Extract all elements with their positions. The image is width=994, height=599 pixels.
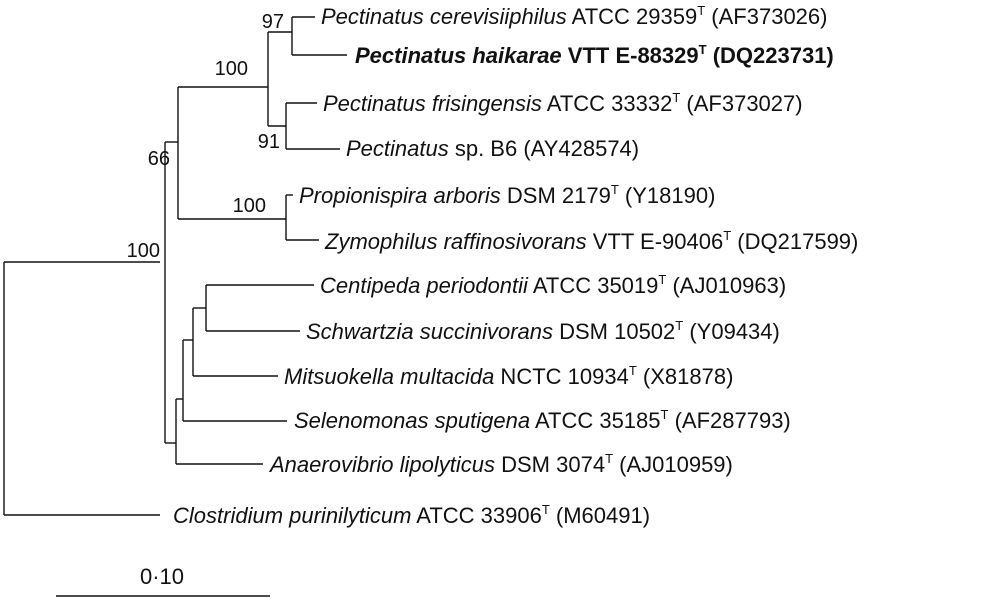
taxon-strain: ATCC 35185 — [530, 408, 660, 433]
taxon-accession: (AF373027) — [680, 91, 802, 116]
bootstrap-b91: 91 — [258, 131, 280, 153]
bootstrap-b100a: 100 — [215, 58, 248, 80]
bootstrap-b97: 97 — [262, 11, 284, 33]
taxon-name: Clostridium purinilyticum — [173, 503, 411, 528]
taxon-label-t2: Pectinatus haikarae VTT E-88329T (DQ2237… — [355, 42, 834, 68]
taxon-accession: (AF287793) — [668, 408, 790, 433]
taxon-strain: ATCC 35019 — [528, 273, 658, 298]
taxon-label-t5: Propionispira arboris DSM 2179T (Y18190) — [299, 182, 715, 208]
taxon-accession: (AJ010963) — [666, 273, 786, 298]
bootstrap-b100c: 100 — [127, 240, 160, 262]
taxon-strain: DSM 2179 — [501, 183, 611, 208]
taxon-strain: DSM 3074 — [495, 452, 605, 477]
taxon-name: Anaerovibrio lipolyticus — [268, 452, 495, 477]
taxon-accession: (Y09434) — [683, 319, 780, 344]
taxon-accession: (Y18190) — [619, 183, 716, 208]
taxon-label-t8: Schwartzia succinivorans DSM 10502T (Y09… — [306, 318, 780, 344]
taxon-label-t7: Centipeda periodontii ATCC 35019T (AJ010… — [320, 272, 786, 298]
taxon-accession: (AF373026) — [705, 4, 827, 29]
bootstrap-b100b: 100 — [233, 195, 266, 217]
taxon-name: Selenomonas sputigena — [294, 408, 530, 433]
taxon-label-t3: Pectinatus frisingensis ATCC 33332T (AF3… — [323, 90, 803, 116]
type-strain-mark: T — [629, 363, 637, 378]
type-strain-mark: T — [661, 407, 669, 422]
taxon-label-t9: Mitsuokella multacida NCTC 10934T (X8187… — [284, 363, 733, 389]
taxon-strain: NCTC 10934 — [494, 364, 629, 389]
taxon-accession: (AJ010959) — [613, 452, 733, 477]
taxon-name: Centipeda periodontii — [320, 273, 529, 298]
scale-bar-label: 0·10 — [140, 564, 184, 589]
taxon-accession: (M60491) — [550, 503, 650, 528]
taxon-name: Mitsuokella multacida — [284, 364, 494, 389]
taxon-strain: VTT E-90406 — [587, 229, 724, 254]
type-strain-mark: T — [723, 228, 731, 243]
type-strain-mark: T — [672, 90, 680, 105]
taxon-accession: (X81878) — [637, 364, 734, 389]
taxon-epithet: sp. B6 — [449, 136, 517, 161]
bootstrap-b66: 66 — [148, 148, 170, 170]
taxon-strain: ATCC 33906 — [411, 503, 541, 528]
taxon-accession: (DQ223731) — [707, 43, 834, 68]
taxon-name: Schwartzia succinivorans — [306, 319, 553, 344]
type-strain-mark: T — [699, 42, 707, 57]
taxon-name: Propionispira arboris — [299, 183, 501, 208]
taxon-label-t6: Zymophilus raffinosivorans VTT E-90406T … — [324, 228, 858, 254]
type-strain-mark: T — [542, 502, 550, 517]
type-strain-mark: T — [658, 272, 666, 287]
taxon-name: Pectinatus — [346, 136, 449, 161]
taxon-strain: VTT E-88329 — [562, 43, 699, 68]
taxon-label-t4: Pectinatus sp. B6 (AY428574) — [346, 136, 639, 161]
taxon-name: Pectinatus cerevisiiphilus — [321, 4, 567, 29]
type-strain-mark: T — [697, 3, 705, 18]
taxon-label-t11: Anaerovibrio lipolyticus DSM 3074T (AJ01… — [268, 451, 733, 477]
type-strain-mark: T — [675, 318, 683, 333]
taxon-name: Pectinatus haikarae — [355, 43, 562, 68]
taxon-accession: (DQ217599) — [731, 229, 858, 254]
type-strain-mark: T — [605, 451, 613, 466]
taxon-strain: ATCC 33332 — [542, 91, 672, 116]
taxon-label-t1: Pectinatus cerevisiiphilus ATCC 29359T (… — [321, 3, 827, 29]
taxon-strain: ATCC 29359 — [567, 4, 697, 29]
taxon-label-t10: Selenomonas sputigena ATCC 35185T (AF287… — [294, 407, 791, 433]
taxon-name: Zymophilus raffinosivorans — [324, 229, 587, 254]
type-strain-mark: T — [611, 182, 619, 197]
taxon-strain: DSM 10502 — [553, 319, 675, 344]
taxon-label-t12: Clostridium purinilyticum ATCC 33906T (M… — [173, 502, 650, 528]
taxon-accession: (AY428574) — [517, 136, 639, 161]
taxon-name: Pectinatus frisingensis — [323, 91, 542, 116]
